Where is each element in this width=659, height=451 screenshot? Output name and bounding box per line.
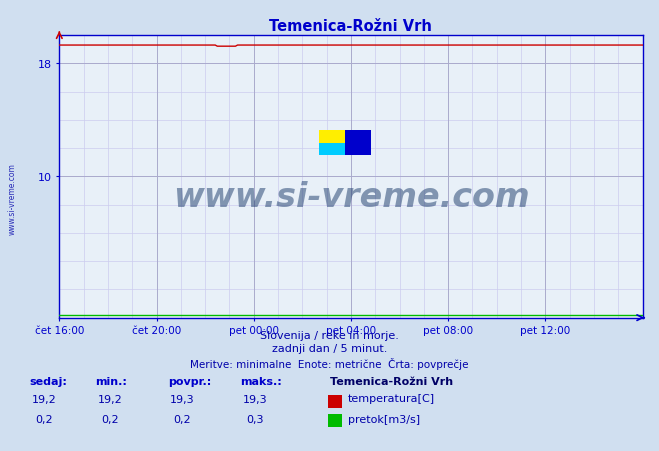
Title: Temenica-Rožni Vrh: Temenica-Rožni Vrh — [270, 18, 432, 33]
Text: Slovenija / reke in morje.: Slovenija / reke in morje. — [260, 330, 399, 340]
Text: 0,2: 0,2 — [174, 414, 191, 423]
Text: povpr.:: povpr.: — [168, 376, 212, 386]
Text: zadnji dan / 5 minut.: zadnji dan / 5 minut. — [272, 344, 387, 354]
FancyBboxPatch shape — [319, 130, 345, 143]
Text: sedaj:: sedaj: — [30, 376, 67, 386]
Text: 0,2: 0,2 — [36, 414, 53, 423]
Text: maks.:: maks.: — [241, 376, 282, 386]
FancyBboxPatch shape — [345, 130, 371, 156]
Text: www.si-vreme.com: www.si-vreme.com — [8, 162, 17, 235]
Text: 19,2: 19,2 — [98, 394, 123, 404]
Text: 0,2: 0,2 — [101, 414, 119, 423]
Text: pretok[m3/s]: pretok[m3/s] — [348, 414, 420, 423]
Text: 19,3: 19,3 — [243, 394, 268, 404]
Text: 19,2: 19,2 — [32, 394, 57, 404]
Text: 19,3: 19,3 — [170, 394, 195, 404]
Text: temperatura[C]: temperatura[C] — [348, 393, 435, 403]
Text: www.si-vreme.com: www.si-vreme.com — [173, 180, 529, 213]
FancyBboxPatch shape — [319, 143, 345, 156]
Text: Meritve: minimalne  Enote: metrične  Črta: povprečje: Meritve: minimalne Enote: metrične Črta:… — [190, 357, 469, 369]
Text: Temenica-Rožni Vrh: Temenica-Rožni Vrh — [330, 376, 453, 386]
Text: min.:: min.: — [96, 376, 127, 386]
Text: 0,3: 0,3 — [246, 414, 264, 423]
